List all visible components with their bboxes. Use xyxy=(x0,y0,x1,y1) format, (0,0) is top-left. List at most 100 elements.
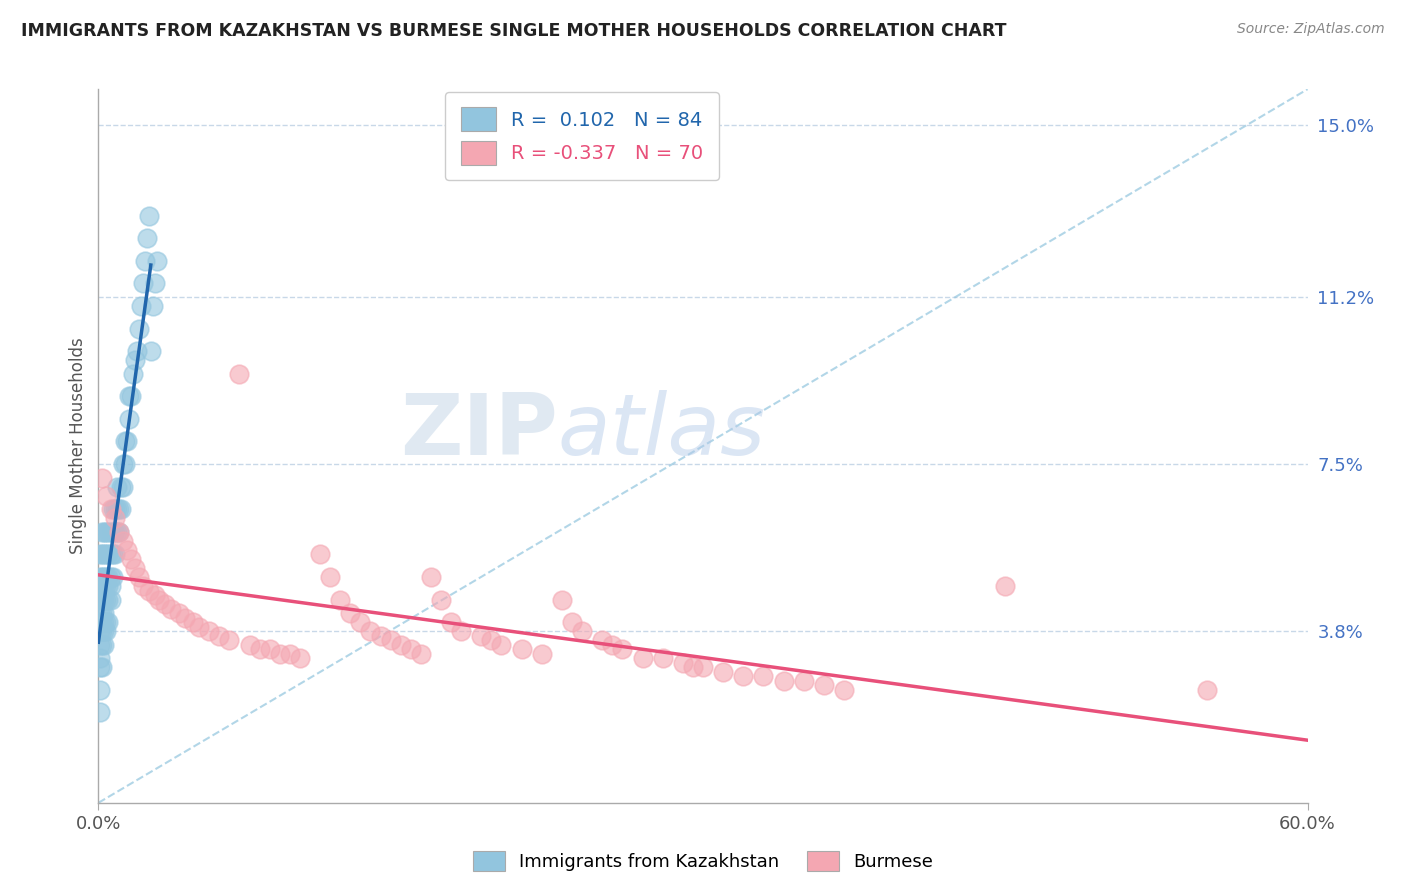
Point xyxy=(89,570,111,584)
Point xyxy=(329,592,352,607)
Point xyxy=(370,629,392,643)
Point xyxy=(278,647,301,661)
Point xyxy=(101,570,124,584)
Point xyxy=(813,678,835,692)
Point xyxy=(91,624,114,639)
Point xyxy=(752,669,775,683)
Point xyxy=(89,706,111,720)
Point xyxy=(96,592,118,607)
Point xyxy=(153,597,176,611)
Point xyxy=(97,579,120,593)
Y-axis label: Single Mother Households: Single Mother Households xyxy=(69,338,87,554)
Point xyxy=(91,660,114,674)
Point xyxy=(89,548,111,562)
Text: Source: ZipAtlas.com: Source: ZipAtlas.com xyxy=(1237,22,1385,37)
Point xyxy=(91,638,114,652)
Point xyxy=(160,601,183,615)
Point xyxy=(440,615,463,629)
Point xyxy=(125,344,148,359)
Point xyxy=(188,620,211,634)
Point xyxy=(93,615,115,629)
Point xyxy=(259,642,281,657)
Point xyxy=(360,624,382,639)
Point xyxy=(994,579,1017,593)
Point xyxy=(551,592,574,607)
Text: ZIP: ZIP xyxy=(401,390,558,474)
Point xyxy=(682,660,704,674)
Point xyxy=(93,606,115,620)
Point xyxy=(692,660,714,674)
Point xyxy=(143,588,166,602)
Point xyxy=(93,638,115,652)
Point xyxy=(167,606,190,620)
Point xyxy=(571,624,593,639)
Point xyxy=(96,570,118,584)
Point xyxy=(89,579,111,593)
Point xyxy=(793,673,815,688)
Point xyxy=(612,642,634,657)
Point xyxy=(733,669,755,683)
Point xyxy=(309,548,332,562)
Point xyxy=(103,548,125,562)
Text: atlas: atlas xyxy=(558,390,766,474)
Point xyxy=(114,457,136,471)
Point xyxy=(89,638,111,652)
Point xyxy=(139,344,162,359)
Point xyxy=(105,502,128,516)
Point xyxy=(138,209,160,223)
Point xyxy=(772,673,794,688)
Point xyxy=(450,624,472,639)
Point xyxy=(93,592,115,607)
Point xyxy=(107,524,129,539)
Point xyxy=(91,592,114,607)
Point xyxy=(198,624,221,639)
Point xyxy=(249,642,271,657)
Point xyxy=(111,533,134,548)
Point xyxy=(107,502,129,516)
Point xyxy=(89,615,111,629)
Point xyxy=(420,570,443,584)
Point xyxy=(174,610,197,624)
Point xyxy=(132,579,155,593)
Point xyxy=(100,502,122,516)
Point xyxy=(100,524,122,539)
Point xyxy=(118,412,141,426)
Point xyxy=(101,502,124,516)
Point xyxy=(89,660,111,674)
Point xyxy=(96,579,118,593)
Point xyxy=(91,524,114,539)
Point xyxy=(339,606,361,620)
Text: IMMIGRANTS FROM KAZAKHSTAN VS BURMESE SINGLE MOTHER HOUSEHOLDS CORRELATION CHART: IMMIGRANTS FROM KAZAKHSTAN VS BURMESE SI… xyxy=(21,22,1007,40)
Point xyxy=(143,277,166,291)
Point xyxy=(96,624,118,639)
Point xyxy=(91,470,114,484)
Point xyxy=(602,638,624,652)
Point xyxy=(399,642,422,657)
Point xyxy=(93,624,115,639)
Point xyxy=(96,489,118,503)
Point xyxy=(146,253,169,268)
Point xyxy=(101,548,124,562)
Point xyxy=(89,682,111,697)
Point xyxy=(121,367,143,381)
Point xyxy=(832,682,855,697)
Point xyxy=(97,592,120,607)
Point xyxy=(409,647,432,661)
Point xyxy=(530,647,553,661)
Point xyxy=(107,524,129,539)
Point xyxy=(269,647,291,661)
Point xyxy=(105,524,128,539)
Point xyxy=(319,570,342,584)
Point xyxy=(93,570,115,584)
Point xyxy=(129,299,152,313)
Point xyxy=(91,615,114,629)
Point xyxy=(93,548,115,562)
Point xyxy=(651,651,673,665)
Point xyxy=(100,570,122,584)
Point xyxy=(138,583,160,598)
Point xyxy=(91,579,114,593)
Point xyxy=(96,615,118,629)
Point xyxy=(288,651,311,665)
Point xyxy=(349,615,371,629)
Point xyxy=(561,615,583,629)
